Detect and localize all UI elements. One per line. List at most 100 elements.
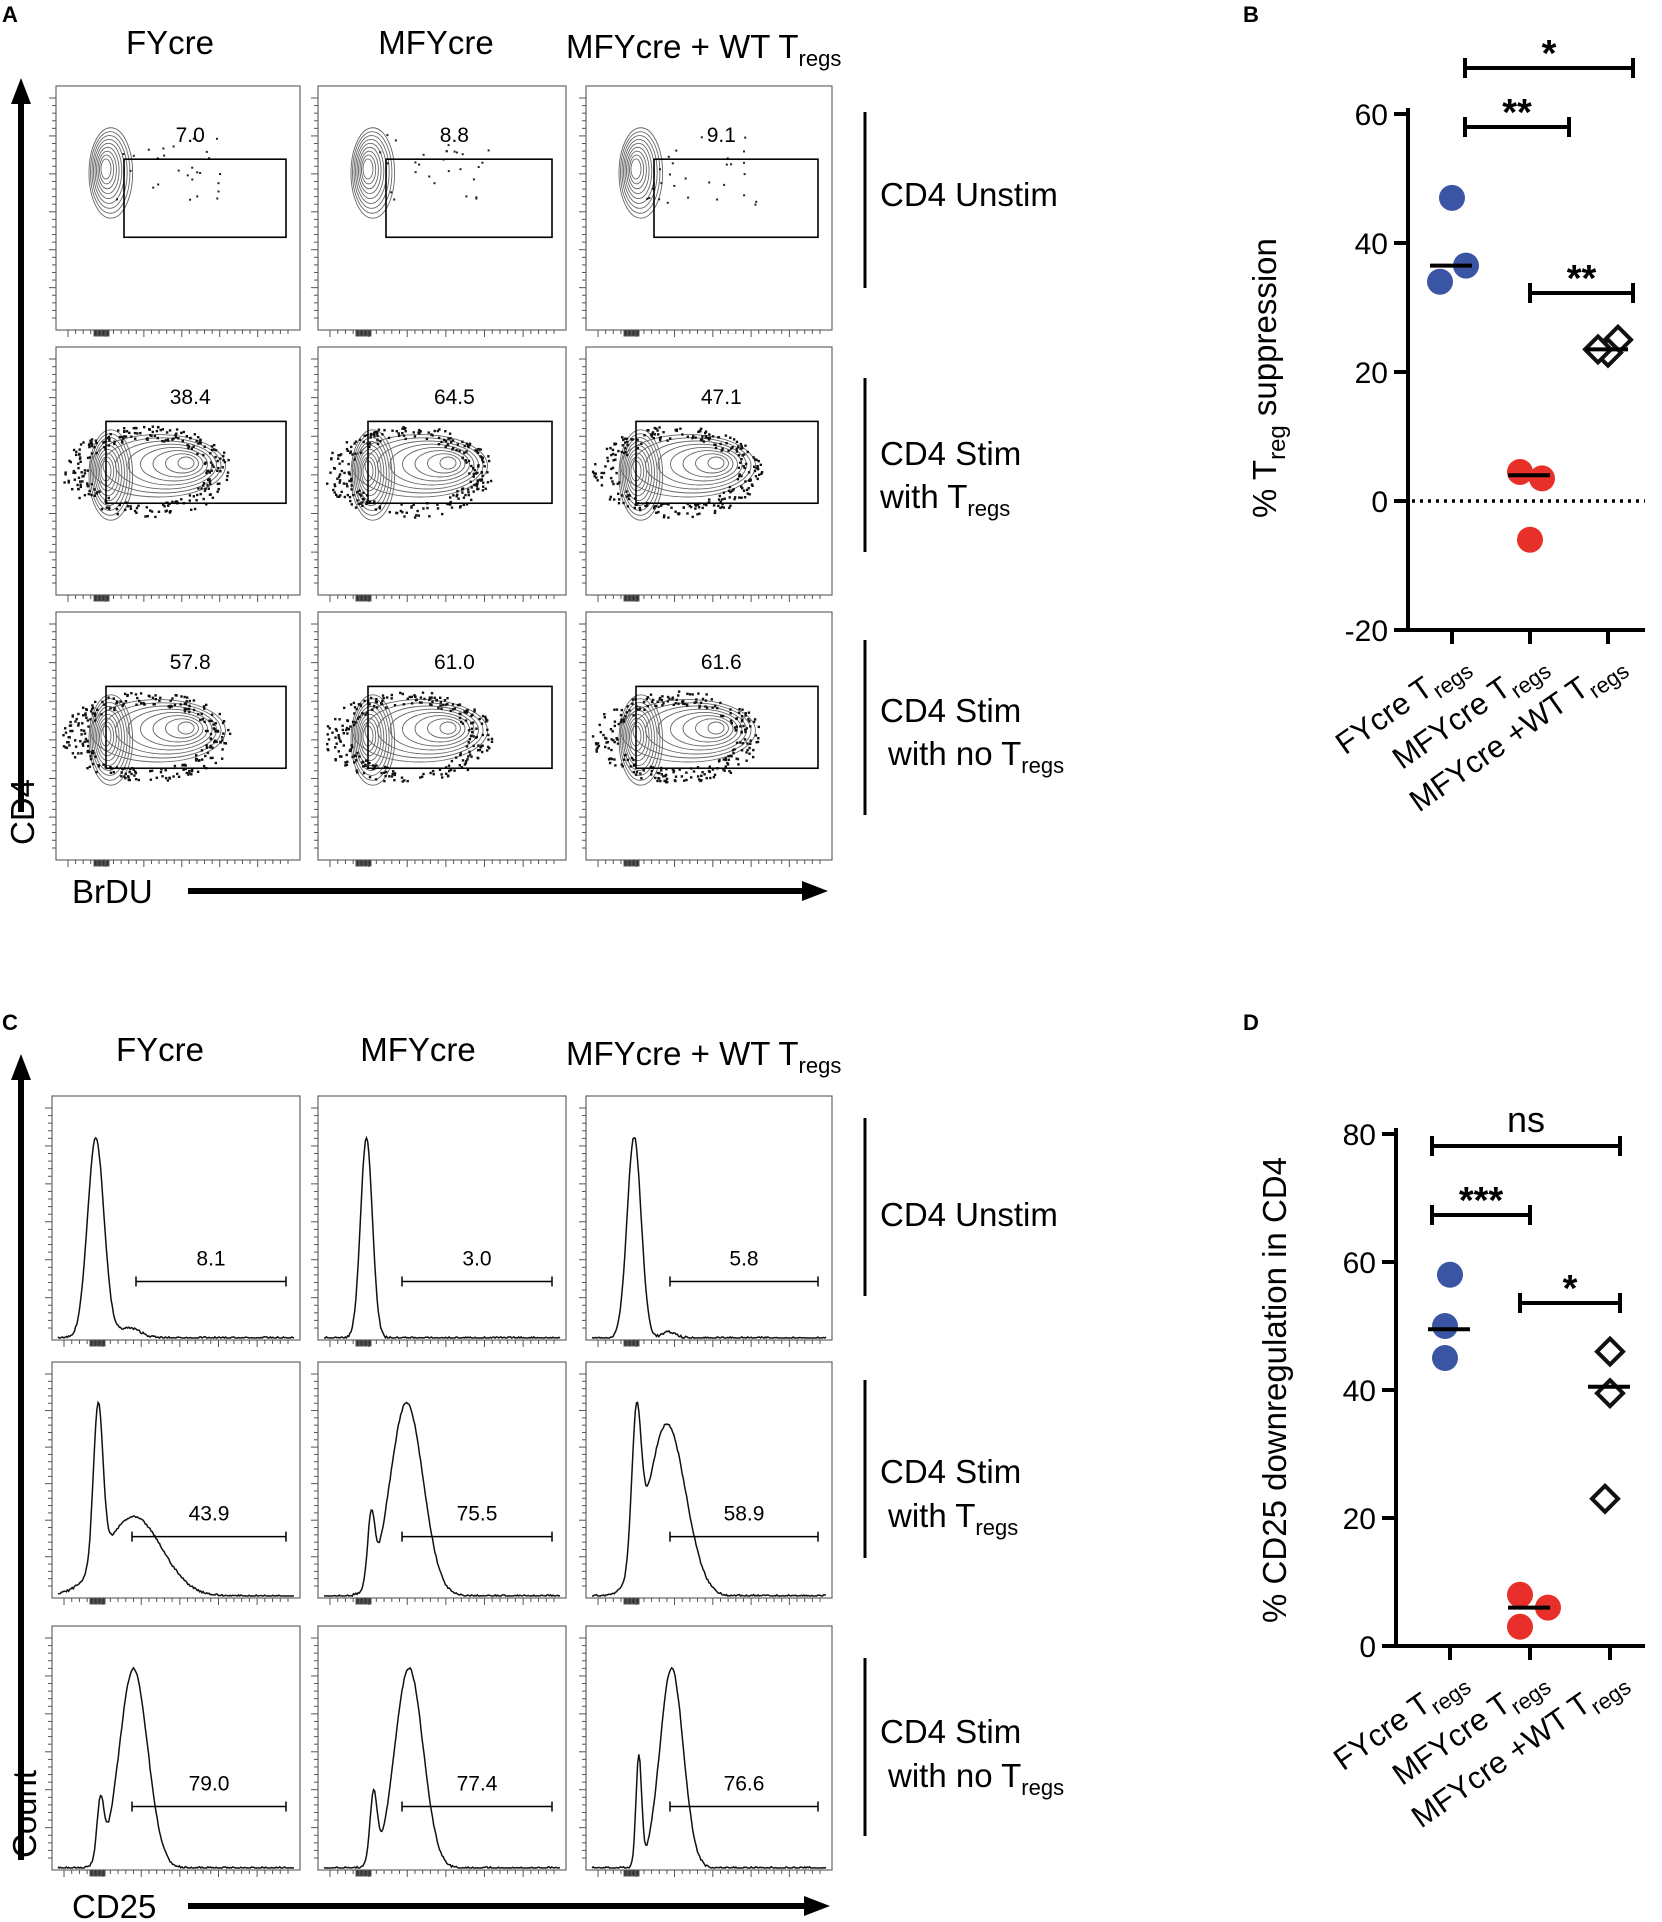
event-dot [123, 435, 126, 438]
event-dot [482, 481, 485, 484]
significance-label: ** [1567, 258, 1597, 300]
event-dot [212, 465, 215, 468]
contour-ring [624, 444, 653, 502]
event-dot [208, 157, 211, 160]
contour-ring [355, 441, 387, 506]
event-dot [81, 722, 84, 725]
event-dot [470, 464, 473, 468]
contour-ring [682, 715, 734, 743]
event-dot [216, 459, 219, 463]
event-dot [420, 701, 423, 704]
event-dot [186, 444, 189, 447]
flow-panel-a-grid: 7.0 8.8 9.138.4 64.5 47.157.8 61.0 61.6 [49, 85, 833, 867]
event-dot [691, 693, 694, 696]
event-dot [752, 456, 755, 459]
event-dot [161, 428, 164, 431]
event-dot [361, 761, 364, 764]
event-dot [452, 494, 455, 497]
event-dot [669, 173, 671, 176]
event-dot [758, 473, 761, 476]
event-dot [622, 501, 625, 505]
event-dot [190, 773, 193, 776]
event-dot [443, 438, 446, 442]
event-dot [202, 453, 205, 457]
event-dot [743, 738, 747, 741]
event-dot [377, 428, 381, 431]
event-dot [453, 769, 456, 772]
histogram-r1c1: 8.1 [45, 1095, 301, 1347]
event-dot [390, 191, 393, 194]
contour-plot-ticks [579, 623, 821, 867]
event-dot [444, 703, 448, 706]
event-dot [740, 485, 743, 488]
event-dot [722, 758, 725, 761]
contour-ring [358, 713, 382, 762]
event-dot [221, 721, 225, 725]
event-dot [359, 451, 363, 454]
event-dot [393, 772, 397, 775]
event-dot [151, 425, 155, 428]
event-dot [348, 495, 352, 499]
event-dot [741, 708, 744, 711]
event-dot [606, 456, 609, 460]
event-dot [89, 758, 93, 761]
event-dot [410, 702, 414, 705]
contour-ring [177, 721, 195, 735]
event-dot [636, 438, 639, 441]
event-dot [160, 768, 163, 771]
event-dot [201, 758, 204, 761]
event-dot [748, 746, 751, 750]
event-dot [202, 482, 206, 485]
event-dot [82, 706, 85, 709]
tick-cluster [101, 329, 106, 337]
event-dot [399, 691, 402, 695]
contour-ring [627, 452, 647, 492]
event-dot [458, 716, 462, 720]
event-dot [109, 771, 113, 774]
event-dot [465, 450, 468, 453]
contour-ring [657, 708, 743, 751]
event-dot [126, 694, 129, 698]
contour-ring [91, 702, 128, 776]
contour-ring [140, 446, 208, 482]
event-dot [134, 426, 137, 430]
event-dot [696, 775, 700, 778]
event-dot [73, 756, 77, 759]
contour-ring [102, 702, 222, 759]
event-dot [418, 428, 421, 432]
event-dot [612, 459, 615, 462]
event-dot [470, 498, 473, 502]
event-dot [339, 739, 342, 742]
event-dot [81, 480, 84, 483]
event-dot [127, 778, 130, 782]
event-dot [79, 740, 82, 743]
data-point [1529, 465, 1555, 492]
tick-cluster [101, 594, 106, 602]
event-dot [619, 721, 623, 724]
event-dot [613, 724, 616, 728]
event-dot [452, 446, 455, 450]
event-dot [172, 437, 175, 440]
event-dot [381, 699, 384, 703]
count-axis-arrowhead [11, 1054, 31, 1080]
event-dot [475, 735, 478, 739]
event-dot [134, 770, 137, 773]
event-dot [735, 440, 739, 444]
event-dot [91, 707, 94, 711]
event-dot [655, 427, 658, 430]
event-dot [349, 499, 352, 503]
event-dot [470, 721, 474, 725]
event-dot [658, 198, 661, 201]
event-dot [414, 171, 417, 174]
event-dot [69, 729, 72, 733]
event-dot [615, 737, 618, 740]
event-dot [721, 498, 724, 501]
event-dot [449, 496, 452, 499]
event-dot [621, 444, 624, 447]
event-dot [719, 442, 722, 446]
event-dot [446, 697, 449, 700]
event-dot [488, 459, 491, 463]
event-dot [359, 703, 362, 706]
event-dot [340, 490, 343, 494]
event-dot [384, 774, 387, 778]
